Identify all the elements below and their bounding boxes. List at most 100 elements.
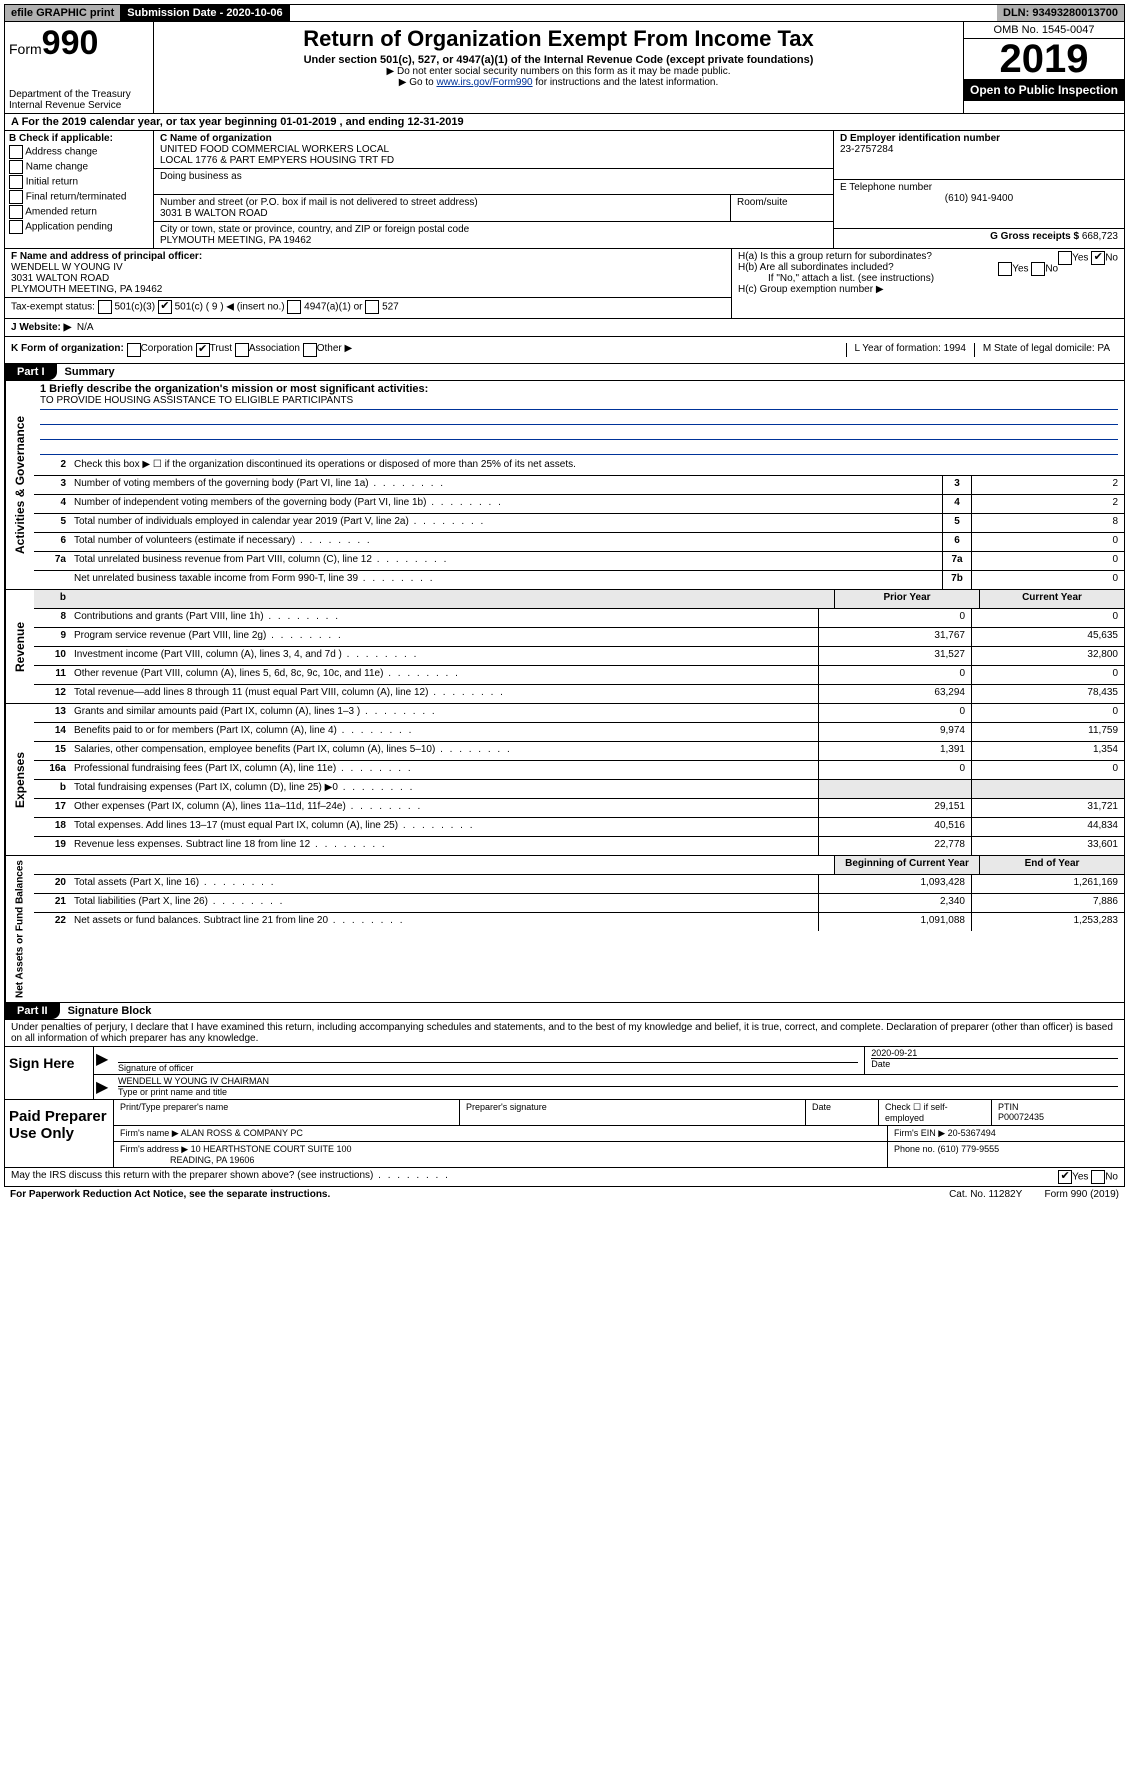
beg-year-hdr: Beginning of Current Year (834, 856, 979, 874)
tel-label: E Telephone number (840, 182, 1118, 193)
data-line: 21Total liabilities (Part X, line 26)2,3… (34, 894, 1124, 913)
data-line: 13Grants and similar amounts paid (Part … (34, 704, 1124, 723)
hb-yes[interactable] (998, 262, 1012, 276)
firm-phone: (610) 779-9555 (938, 1144, 1000, 1154)
addr-label: Number and street (or P.O. box if mail i… (160, 197, 724, 208)
dept-label: Department of the Treasury Internal Reve… (9, 89, 149, 111)
hb-note: If "No," attach a list. (see instruction… (738, 273, 1118, 284)
discuss-no[interactable] (1091, 1170, 1105, 1184)
data-line: 20Total assets (Part X, line 16)1,093,42… (34, 875, 1124, 894)
line2: Check this box ▶ ☐ if the organization d… (70, 457, 1124, 475)
checkbox-501c3[interactable] (98, 300, 112, 314)
prep-h2: Preparer's signature (460, 1100, 806, 1125)
ha-yes[interactable] (1058, 251, 1072, 265)
subtitle-1: Under section 501(c), 527, or 4947(a)(1)… (160, 54, 957, 66)
subtitle-2: ▶ Do not enter social security numbers o… (160, 66, 957, 77)
officer-label: F Name and address of principal officer: (11, 251, 725, 262)
gross-value: 668,723 (1082, 231, 1118, 242)
checkbox-4947[interactable] (287, 300, 301, 314)
section-c: C Name of organization UNITED FOOD COMME… (154, 131, 834, 248)
part1-title: Summary (57, 364, 123, 380)
data-line: 16aProfessional fundraising fees (Part I… (34, 761, 1124, 780)
room-label: Room/suite (731, 195, 833, 221)
ptin: P00072435 (998, 1112, 1044, 1122)
gov-line: Net unrelated business taxable income fr… (34, 571, 1124, 589)
mission-q: 1 Briefly describe the organization's mi… (40, 383, 1118, 395)
cat-no: Cat. No. 11282Y (949, 1189, 1022, 1200)
hb-label: H(b) Are all subordinates included? (738, 262, 894, 273)
checkbox-option[interactable]: Initial return (9, 175, 149, 189)
part2-header: Part II Signature Block (4, 1003, 1125, 1020)
prior-year-hdr: Prior Year (834, 590, 979, 608)
data-line: 12Total revenue—add lines 8 through 11 (… (34, 685, 1124, 703)
end-year-hdr: End of Year (979, 856, 1124, 874)
gov-line: 6Total number of volunteers (estimate if… (34, 533, 1124, 552)
checkbox-option[interactable]: Address change (9, 145, 149, 159)
discuss-yes[interactable]: ✔ (1058, 1170, 1072, 1184)
hb-no[interactable] (1031, 262, 1045, 276)
dba-label: Doing business as (160, 171, 827, 182)
part2-title: Signature Block (60, 1003, 160, 1019)
instructions-link[interactable]: www.irs.gov/Form990 (436, 77, 532, 88)
data-line: 17Other expenses (Part IX, column (A), l… (34, 799, 1124, 818)
part2-tab: Part II (5, 1003, 60, 1019)
checkbox-option[interactable]: Amended return (9, 205, 149, 219)
ein-value: 23-2757284 (840, 144, 1118, 155)
expenses-section: Expenses 13Grants and similar amounts pa… (4, 704, 1125, 856)
sign-here-label: Sign Here (5, 1047, 94, 1099)
tax-year: 2019 (964, 39, 1124, 79)
side-netassets: Net Assets or Fund Balances (5, 856, 34, 1002)
prep-h4: Check ☐ if self-employed (879, 1100, 992, 1125)
footer: For Paperwork Reduction Act Notice, see … (4, 1187, 1125, 1202)
row-j: J Website: ▶ N/A (4, 319, 1125, 337)
sig-officer-label: Signature of officer (118, 1063, 858, 1073)
preparer-block: Paid Preparer Use Only Print/Type prepar… (4, 1100, 1125, 1168)
firm-addr2: READING, PA 19606 (170, 1155, 254, 1165)
data-line: 8Contributions and grants (Part VIII, li… (34, 609, 1124, 628)
gov-line: 5Total number of individuals employed in… (34, 514, 1124, 533)
org-name: UNITED FOOD COMMERCIAL WORKERS LOCAL LOC… (160, 144, 827, 166)
section-bcd: B Check if applicable: Address change Na… (4, 131, 1125, 249)
section-b-label: B Check if applicable: (9, 133, 149, 144)
data-line: 22Net assets or fund balances. Subtract … (34, 913, 1124, 931)
part1-header: Part I Summary (4, 364, 1125, 381)
checkbox-501c[interactable]: ✔ (158, 300, 172, 314)
side-revenue: Revenue (5, 590, 34, 703)
k-assoc[interactable] (235, 343, 249, 357)
checkbox-option[interactable]: Final return/terminated (9, 190, 149, 204)
prep-h3: Date (806, 1100, 879, 1125)
sig-date: 2020-09-21 (871, 1048, 1118, 1059)
checkbox-527[interactable] (365, 300, 379, 314)
org-name-label: C Name of organization (160, 133, 827, 144)
ha-no[interactable]: ✔ (1091, 251, 1105, 265)
officer-name: WENDELL W YOUNG IV (11, 262, 725, 273)
checkbox-option[interactable]: Application pending (9, 220, 149, 234)
hc-label: H(c) Group exemption number ▶ (738, 284, 1118, 295)
top-bar: efile GRAPHIC print Submission Date - 20… (4, 4, 1125, 22)
firm-name: ALAN ROSS & COMPANY PC (181, 1128, 303, 1138)
k-trust[interactable]: ✔ (196, 343, 210, 357)
k-other[interactable] (303, 343, 317, 357)
form-header: Form990 Department of the Treasury Inter… (4, 22, 1125, 114)
form-org-label: K Form of organization: (11, 343, 124, 357)
open-public-label: Open to Public Inspection (964, 79, 1124, 101)
sign-block: Sign Here ▶ Signature of officer 2020-09… (4, 1047, 1125, 1100)
gov-line: 3Number of voting members of the governi… (34, 476, 1124, 495)
preparer-label: Paid Preparer Use Only (5, 1100, 114, 1167)
data-line: 14Benefits paid to or for members (Part … (34, 723, 1124, 742)
firm-ein-label: Firm's EIN ▶ (894, 1128, 945, 1138)
checkbox-option[interactable]: Name change (9, 160, 149, 174)
form-footer: Form 990 (2019) (1045, 1189, 1119, 1200)
section-d: D Employer identification number 23-2757… (834, 131, 1124, 248)
form-title: Return of Organization Exempt From Incom… (160, 26, 957, 52)
k-corp[interactable] (127, 343, 141, 357)
governance-section: Activities & Governance 1 Briefly descri… (4, 381, 1125, 590)
efile-label[interactable]: efile GRAPHIC print (5, 5, 121, 21)
form-number: Form990 (9, 24, 149, 63)
sig-name-label: Type or print name and title (118, 1087, 1118, 1097)
city-label: City or town, state or province, country… (160, 224, 827, 235)
data-line: 19Revenue less expenses. Subtract line 1… (34, 837, 1124, 855)
row-fh: F Name and address of principal officer:… (4, 249, 1125, 319)
firm-addr: 10 HEARTHSTONE COURT SUITE 100 (191, 1144, 352, 1154)
tax-exempt-label: Tax-exempt status: (11, 302, 95, 313)
